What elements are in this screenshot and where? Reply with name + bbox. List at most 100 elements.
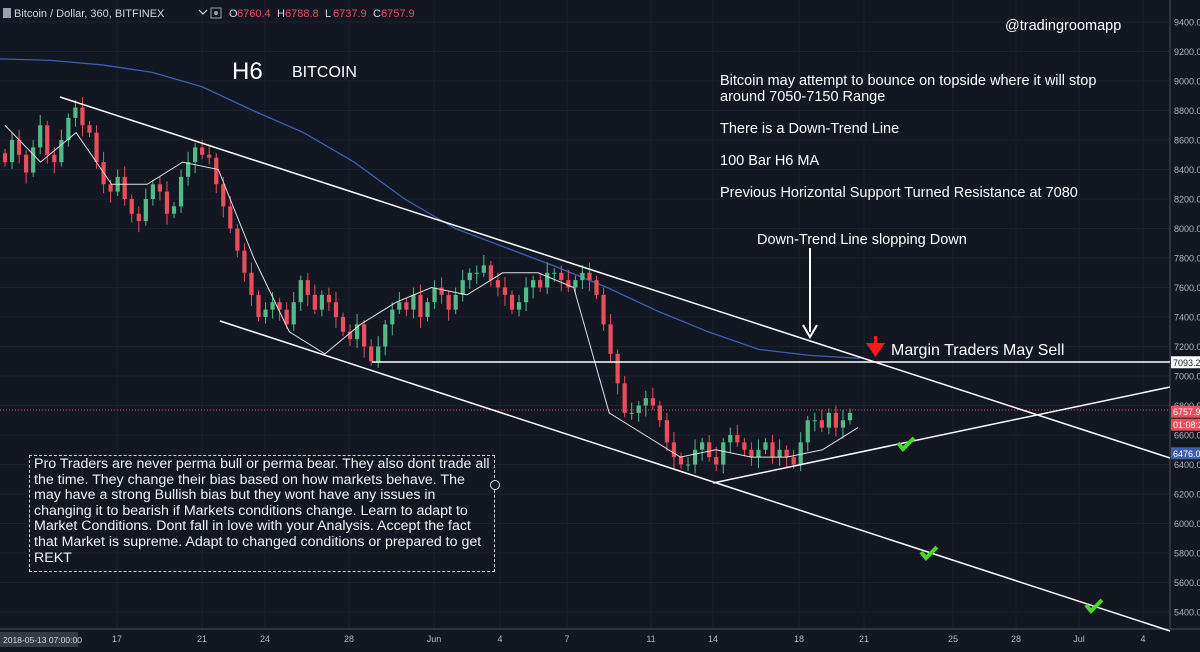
candle-body — [178, 176, 184, 207]
candle-body — [552, 272, 557, 274]
checkmark-icon-3 — [1084, 598, 1104, 614]
checkmark-icon-1 — [896, 436, 916, 452]
candle-body — [298, 280, 303, 303]
candle-body — [700, 442, 705, 450]
price-tick-label: 9200.0 — [1174, 47, 1200, 57]
downtrend-line-lower[interactable] — [219, 320, 1171, 632]
candle-body — [136, 213, 141, 222]
price-tag-label: 7093.2 — [1173, 358, 1200, 368]
candle-body — [312, 294, 317, 310]
candle-body — [2, 153, 8, 163]
price-tick-label: 8600.0 — [1174, 136, 1200, 146]
candle-body — [495, 280, 501, 288]
price-tick-label: 6000.0 — [1174, 519, 1200, 529]
gear-icon[interactable] — [210, 7, 222, 19]
ohlc-key: H — [277, 8, 285, 20]
candle-body — [108, 184, 113, 192]
price-tick-label: 7600.0 — [1174, 283, 1200, 293]
time-tick-label: 7 — [564, 634, 569, 644]
time-tick-label: 18 — [794, 634, 804, 644]
annotation-support: Previous Horizontal Support Turned Resis… — [720, 185, 1078, 201]
candle-body — [812, 420, 817, 422]
candle-body — [488, 265, 493, 281]
uptrend-support-line[interactable] — [712, 386, 1171, 484]
candle-body — [742, 442, 747, 450]
candle-body — [446, 294, 451, 310]
candle-body — [87, 125, 92, 133]
sell-arrow-icon — [866, 336, 885, 357]
candle-body — [200, 147, 205, 155]
candle-body — [559, 272, 564, 281]
price-tick-label: 6600.0 — [1174, 431, 1200, 441]
downtrend-line-upper[interactable] — [59, 96, 1171, 459]
candle-body — [397, 302, 402, 310]
annotation-downtrend: There is a Down-Trend Line — [720, 121, 899, 137]
candle-body — [594, 280, 599, 295]
candle-body — [340, 317, 346, 332]
price-tick-label: 5600.0 — [1174, 578, 1200, 588]
price-tick-label: 7800.0 — [1174, 254, 1200, 264]
price-tag-last — [1171, 405, 1200, 418]
candle-body — [31, 147, 36, 173]
time-axis-current — [0, 632, 78, 647]
candle-body — [94, 132, 99, 163]
candle-body — [319, 294, 324, 310]
candle-body — [460, 280, 465, 295]
candle-body — [587, 272, 592, 281]
time-tick-label: 24 — [260, 634, 270, 644]
candle-body — [66, 117, 71, 140]
candle-body — [214, 157, 219, 185]
candle-body — [601, 294, 606, 325]
candle-body — [122, 176, 127, 199]
price-axis[interactable]: 9400.0 9200.0 9000.0 8800.0 8600.0 8400.0 8200… — [1171, 18, 1200, 618]
candle-body — [277, 302, 282, 310]
candle-body — [390, 309, 395, 325]
ohlc-value: 6737.9 — [333, 8, 367, 20]
gear-icon-center — [214, 11, 218, 15]
ohlc-key: L — [325, 8, 331, 20]
candle-body — [59, 140, 64, 163]
candle-body — [629, 412, 634, 414]
annotation-ma: 100 Bar H6 MA — [720, 153, 819, 169]
price-tick-label: 7000.0 — [1174, 372, 1200, 382]
candle-body — [763, 442, 768, 450]
candle-body — [721, 442, 726, 465]
time-tick-label: 11 — [646, 634, 655, 644]
time-tick-label: 21 — [859, 634, 869, 644]
checkmark-icon-2 — [919, 545, 939, 561]
candle-body — [580, 272, 585, 281]
candle-body — [221, 184, 226, 207]
candle-body — [840, 420, 846, 428]
time-axis[interactable]: 17 21 24 28 Jun 4 7 11 14 18 21 25 28 Jul 4 2018-05-13 … — [0, 632, 1146, 647]
ohlc-value: 6788.8 — [285, 8, 319, 20]
candle-body — [756, 449, 761, 458]
chevron-down-icon[interactable] — [198, 9, 208, 15]
candle-body — [73, 107, 78, 118]
candle-body — [171, 206, 177, 214]
ma-fast-polyline — [4, 124, 859, 458]
price-tick-label: 7200.0 — [1174, 342, 1200, 352]
time-tick-label: Jul — [1073, 634, 1085, 644]
candle-body — [622, 383, 627, 413]
ma-fast-line — [4, 124, 859, 458]
candle-body — [9, 140, 15, 163]
candle-body — [129, 199, 134, 214]
candle-body — [615, 353, 620, 384]
candle-body — [791, 457, 796, 465]
symbol-label[interactable]: Bitcoin / Dollar, 360, BITFINEX — [14, 8, 165, 20]
candle-body — [770, 442, 775, 458]
candle-body — [714, 457, 719, 465]
watermark: @tradingroomapp — [1005, 18, 1121, 34]
candle-body — [819, 420, 824, 428]
analysis-note: Pro Traders are never perma bull or perm… — [29, 455, 495, 572]
candle-body — [143, 199, 148, 222]
note-resize-handle[interactable] — [490, 480, 500, 490]
grid — [0, 0, 1170, 629]
candle-body — [777, 449, 782, 458]
time-tick-label: 14 — [708, 634, 718, 644]
candle-body — [242, 250, 247, 273]
candle-body — [671, 442, 677, 458]
time-tick-label: 21 — [197, 634, 207, 644]
